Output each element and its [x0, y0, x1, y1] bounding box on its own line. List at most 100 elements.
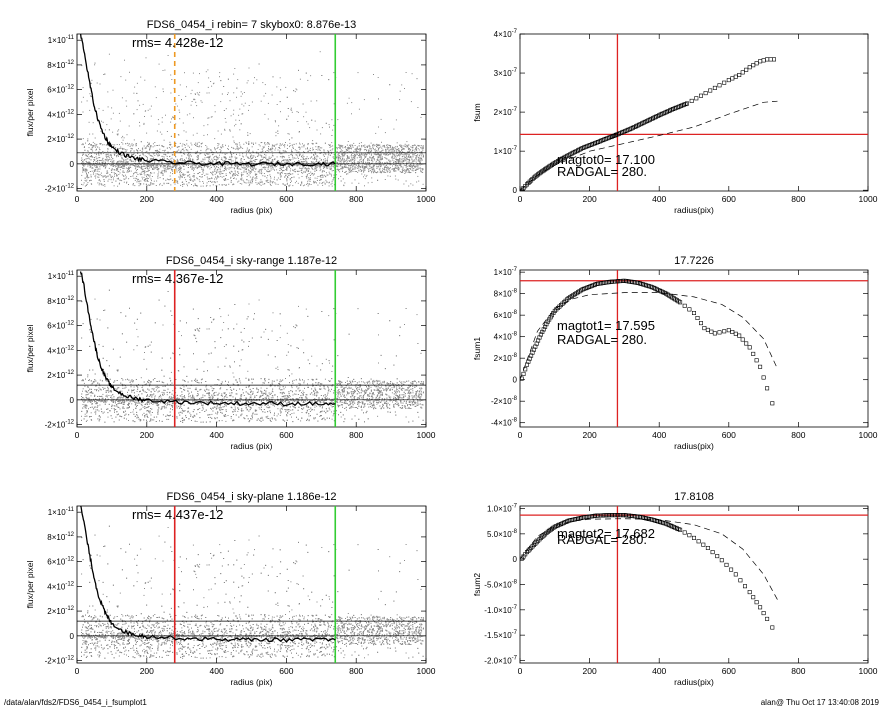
data-marker: [771, 57, 776, 62]
data-marker: [733, 74, 738, 79]
profile-curve: [79, 506, 336, 643]
radgal-annotation: RADGAL= 280.: [557, 164, 647, 179]
x-tick-label: 800: [791, 194, 805, 204]
dashed-series: [520, 292, 778, 380]
data-marker: [712, 331, 717, 336]
data-marker: [531, 347, 536, 352]
x-tick-label: 200: [583, 666, 597, 676]
data-marker: [770, 401, 775, 406]
data-marker: [531, 175, 536, 180]
data-marker: [758, 605, 763, 610]
x-tick-label: 800: [349, 666, 363, 676]
magtot-annotation: magtot2= 17.682: [557, 526, 655, 541]
data-marker: [733, 572, 738, 577]
data-marker: [538, 535, 543, 540]
y-axis-label: flux/per pixel: [25, 561, 35, 609]
chart-title: 17.7226: [674, 255, 714, 267]
data-marker: [738, 578, 743, 583]
plot-frame: [519, 269, 869, 428]
data-marker: [709, 329, 714, 334]
x-tick-label: 1000: [859, 194, 878, 204]
panel-profile-skyplane: 0 200 400 600 800 1000-2×10-1202×10-124×10-12…: [25, 491, 436, 687]
data-marker: [751, 595, 756, 600]
data-marker: [520, 376, 524, 381]
data-marker: [765, 57, 770, 62]
data-marker: [765, 616, 770, 621]
y-tick-label: -1.0×10-7: [484, 605, 517, 615]
y-tick-label: 2×10-12: [47, 606, 74, 616]
data-marker: [705, 545, 710, 550]
data-marker: [726, 328, 731, 333]
data-marker: [694, 96, 699, 101]
y-tick-label: 3×10-7: [494, 68, 518, 78]
y-tick-label: 1.0×10-7: [487, 504, 518, 514]
y-tick-label: 4×10-12: [47, 581, 74, 591]
x-tick-label: 600: [279, 666, 293, 676]
data-marker: [751, 351, 756, 356]
panel-fsum2: 0 200 400 600 800 1000 -2.0×10-7 -1.5×10-7 -1.0×…: [472, 491, 878, 687]
x-tick-label: 200: [583, 430, 597, 440]
x-tick-label: 0: [75, 430, 80, 440]
data-marker: [765, 386, 770, 391]
radgal-annotation: RADGAL= 280.: [557, 332, 647, 347]
y-axis-label: fsum: [472, 103, 482, 121]
x-tick-label: 400: [652, 666, 666, 676]
y-tick-label: 6×10-12: [47, 557, 74, 567]
x-axis-label: radius (pix): [230, 205, 272, 215]
data-marker: [689, 98, 694, 103]
data-marker: [696, 539, 701, 544]
rms-annotation: rms= 4.428e-12: [132, 35, 223, 50]
x-tick-label: 600: [722, 194, 736, 204]
data-layer: [520, 34, 868, 191]
y-tick-label: 0: [70, 396, 75, 405]
profile-curve: [79, 271, 336, 407]
data-marker: [742, 584, 747, 589]
magtot-annotation: magtot1= 17.595: [557, 318, 655, 333]
x-tick-label: 0: [75, 666, 80, 676]
data-marker: [747, 590, 752, 595]
magtot-annotation: magtot0= 17.100: [557, 152, 655, 167]
data-marker: [702, 326, 707, 331]
data-marker: [609, 134, 614, 139]
data-marker: [744, 341, 749, 346]
y-tick-label: 0: [70, 160, 75, 169]
x-tick-label: 600: [279, 194, 293, 204]
data-marker: [729, 567, 734, 572]
data-marker: [531, 542, 536, 547]
x-tick-label: 0: [518, 194, 523, 204]
x-tick-label: 400: [652, 194, 666, 204]
x-tick-label: 1000: [859, 666, 878, 676]
y-tick-label: 0: [70, 632, 75, 641]
data-marker: [754, 358, 759, 363]
data-marker: [724, 562, 729, 567]
data-layer: [77, 34, 426, 191]
y-axis-label: fsum1: [472, 337, 482, 360]
x-axis-label: radius(pix): [674, 205, 714, 215]
x-tick-label: 600: [722, 430, 736, 440]
data-marker: [754, 61, 759, 66]
chart-title: FDS6_0454_i sky-plane 1.186e-12: [166, 491, 336, 503]
data-marker: [758, 59, 763, 64]
square-series: [520, 513, 775, 630]
data-marker: [682, 303, 687, 308]
panel-fsum0: 0 200 400 600 800 1000 0 1×10-7 2×10-7 3×10-7 4×10…: [472, 29, 878, 215]
plot-frame: [76, 269, 427, 428]
data-marker: [698, 321, 703, 326]
data-marker: [536, 338, 541, 343]
data-marker: [687, 533, 692, 538]
data-marker: [529, 353, 534, 358]
data-marker: [768, 57, 773, 62]
dashed-series: [520, 518, 778, 600]
y-axis-label: flux/per pixel: [25, 325, 35, 373]
data-marker: [770, 625, 775, 630]
data-marker: [691, 535, 696, 540]
y-tick-label: -2×10-12: [45, 184, 75, 194]
y-tick-label: 1×10-7: [494, 146, 518, 156]
data-marker: [726, 78, 731, 83]
data-marker: [698, 93, 703, 98]
data-marker: [529, 545, 534, 550]
data-marker: [737, 333, 742, 338]
data-marker: [682, 530, 687, 535]
y-tick-label: 8×10-12: [47, 532, 74, 542]
x-axis-label: radius(pix): [674, 677, 714, 687]
